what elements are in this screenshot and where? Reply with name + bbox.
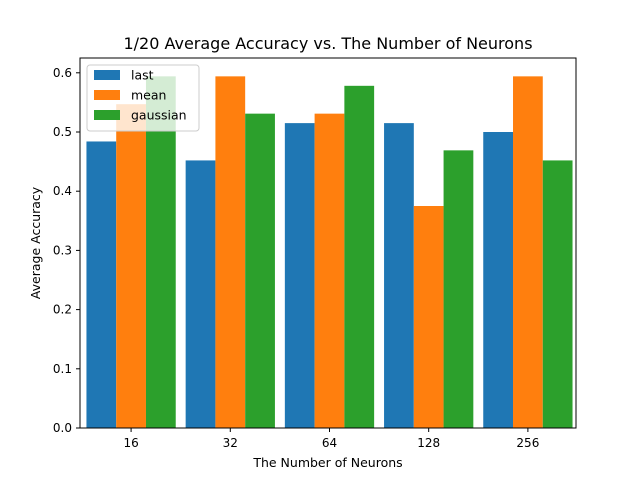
x-axis-label: The Number of Neurons	[252, 455, 402, 470]
y-tick-label: 0.6	[53, 66, 72, 80]
legend-swatch-mean	[94, 90, 120, 100]
bar-last-32	[185, 160, 216, 429]
bars-group	[86, 76, 573, 429]
bar-gaussian-16	[145, 76, 176, 428]
chart-title: 1/20 Average Accuracy vs. The Number of …	[123, 34, 532, 53]
y-tick-label: 0.2	[53, 303, 72, 317]
legend: last mean gaussian	[86, 64, 200, 132]
bar-mean-32	[215, 76, 246, 428]
bar-gaussian-128	[443, 150, 474, 428]
y-tick-label: 0.5	[53, 125, 72, 139]
bar-last-16	[86, 141, 117, 428]
y-tick-label: 0.4	[53, 184, 72, 198]
legend-label-mean: mean	[131, 88, 166, 103]
bar-mean-16	[116, 104, 146, 429]
bar-mean-64	[314, 113, 345, 429]
x-tick-label: 16	[123, 436, 138, 450]
x-tick-label: 256	[516, 436, 539, 450]
x-axis: 16 32 64 128 256	[123, 428, 539, 450]
bar-gaussian-32	[245, 113, 275, 429]
bar-last-128	[384, 123, 414, 429]
plot-area-frame	[79, 57, 577, 429]
legend-label-gaussian: gaussian	[131, 108, 187, 123]
bar-gaussian-64	[344, 85, 375, 428]
bar-mean-128	[413, 206, 444, 428]
x-tick-label: 64	[322, 436, 337, 450]
legend-swatch-last	[94, 70, 120, 80]
y-axis: 0.0 0.1 0.2 0.3 0.4 0.5 0.6	[53, 66, 80, 435]
x-tick-label: 128	[417, 436, 440, 450]
bar-mean-256	[513, 76, 543, 428]
bar-last-64	[284, 123, 315, 429]
legend-swatch-gaussian	[94, 110, 120, 120]
y-tick-label: 0.3	[53, 243, 72, 257]
bar-gaussian-256	[542, 160, 573, 429]
x-tick-label: 32	[223, 436, 238, 450]
y-tick-label: 0.0	[53, 421, 72, 435]
y-tick-label: 0.1	[53, 362, 72, 376]
bar-last-256	[483, 132, 514, 428]
legend-label-last: last	[131, 68, 154, 83]
y-axis-label: Average Accuracy	[28, 186, 43, 299]
